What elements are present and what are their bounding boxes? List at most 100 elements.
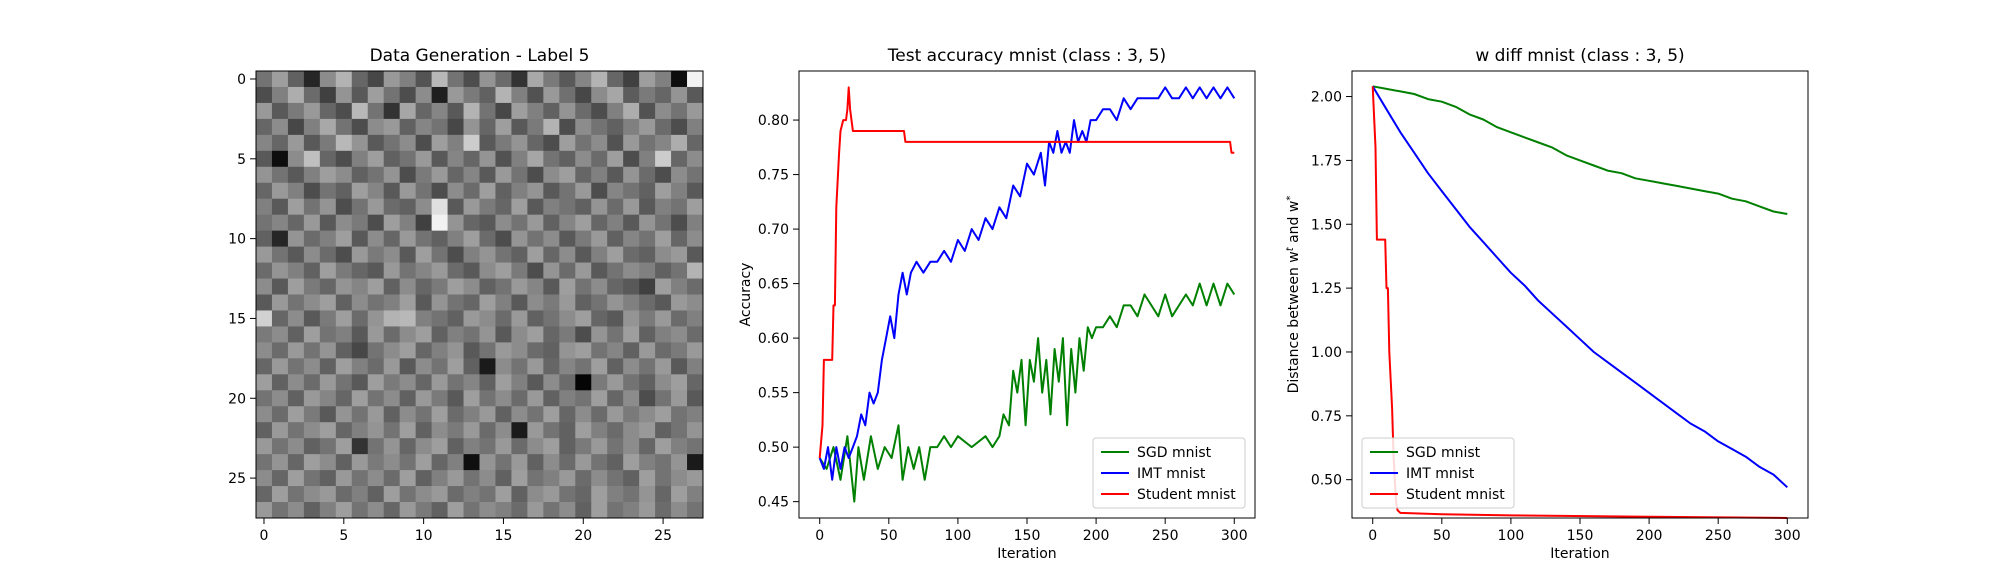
heatmap-cell (463, 502, 480, 519)
heatmap-cell (367, 86, 385, 104)
heatmap-cell (687, 230, 704, 247)
heatmap-cell (495, 71, 512, 88)
y-tick-label: 0.50 (758, 440, 789, 456)
heatmap-cell (687, 438, 704, 455)
heatmap-cell (351, 326, 369, 343)
heatmap-cell (639, 262, 656, 279)
heatmap-cell (575, 422, 592, 439)
heatmap-cell (431, 406, 448, 423)
heatmap-cell (543, 214, 560, 232)
heatmap-cell (607, 390, 624, 407)
heatmap-cell (639, 86, 656, 104)
heatmap-cell (495, 390, 512, 407)
heatmap-cell (479, 198, 496, 216)
y-tick-label: 0 (237, 72, 246, 88)
heatmap-cell (591, 374, 608, 391)
heatmap-cell (671, 470, 688, 487)
legend-box (1361, 437, 1515, 509)
heatmap-cell (543, 230, 560, 247)
heatmap-cell (399, 486, 417, 503)
heatmap-cell (479, 214, 496, 232)
heatmap-cell (559, 230, 576, 247)
heatmap-cell (335, 502, 353, 519)
heatmap-cell (335, 262, 353, 279)
heatmap-cell (303, 294, 321, 311)
heatmap-panel: Data Generation - Label 5 0 5 10 15 20 25 0 5 10… (228, 46, 704, 544)
heatmap-cell (399, 230, 417, 247)
heatmap-cell (303, 454, 321, 471)
heatmap-cell (303, 438, 321, 455)
heatmap-cell (687, 278, 704, 295)
heatmap-cell (431, 118, 448, 136)
heatmap-cell (287, 134, 305, 152)
heatmap-cell (351, 374, 369, 391)
heatmap-cell (256, 166, 273, 184)
heatmap-cell (591, 182, 608, 200)
heatmap-cell (431, 262, 448, 279)
heatmap-cell (256, 358, 273, 375)
heatmap-cell (383, 502, 401, 519)
heatmap-cell (447, 406, 464, 423)
heatmap-cell (559, 102, 576, 120)
heatmap-cell (511, 166, 528, 184)
heatmap-cell (543, 342, 560, 359)
heatmap-cell (415, 214, 432, 232)
heatmap-cell (383, 134, 401, 152)
heatmap-cell (447, 502, 464, 519)
heatmap-cell (655, 134, 672, 152)
heatmap-cell (271, 150, 289, 168)
heatmap-cell (559, 358, 576, 375)
series-line (1372, 85, 1788, 215)
heatmap-cell (575, 71, 592, 88)
heatmap-cell (623, 294, 640, 311)
heatmap-cell (271, 86, 289, 104)
heatmap-cell (639, 118, 656, 136)
heatmap-cell (256, 438, 273, 455)
heatmap-cell (639, 134, 656, 152)
heatmap-cell (655, 71, 672, 88)
heatmap-cell (367, 278, 385, 295)
heatmap-cell (447, 102, 464, 120)
heatmap-cell (303, 150, 321, 168)
heatmap-cell (399, 166, 417, 184)
heatmap-cell (447, 486, 464, 503)
heatmap-cell (639, 294, 656, 311)
heatmap-cell (479, 294, 496, 311)
heatmap-cell (559, 374, 576, 391)
heatmap-cell (559, 71, 576, 88)
heatmap-cell (287, 438, 305, 455)
heatmap-cell (383, 310, 401, 327)
heatmap-cell (447, 438, 464, 455)
heatmap-cell (447, 134, 464, 152)
heatmap-cell (399, 102, 417, 120)
heatmap-cell (383, 246, 401, 263)
heatmap-cell (415, 198, 432, 216)
heatmap-cell (495, 422, 512, 439)
heatmap-cell (623, 342, 640, 359)
heatmap-cell (639, 470, 656, 487)
heatmap-cell (543, 182, 560, 200)
heatmap-cell (655, 278, 672, 295)
heatmap-cell (415, 502, 432, 519)
heatmap-cell (415, 278, 432, 295)
heatmap-cell (463, 182, 480, 200)
heatmap-cell (607, 214, 624, 232)
heatmap-cell (639, 150, 656, 168)
heatmap-cell (287, 214, 305, 232)
heatmap-cell (479, 438, 496, 455)
heatmap-cell (303, 422, 321, 439)
heatmap-cell (447, 326, 464, 343)
heatmap-cell (495, 374, 512, 391)
heatmap-cell (607, 358, 624, 375)
heatmap-cell (543, 198, 560, 216)
x-tick-label: 20 (574, 528, 592, 544)
heatmap-cell (383, 422, 401, 439)
heatmap-cell (399, 118, 417, 136)
heatmap-cell (543, 390, 560, 407)
heatmap-cell (479, 262, 496, 279)
heatmap-cell (415, 390, 432, 407)
heatmap-cell (655, 470, 672, 487)
heatmap-cell (415, 262, 432, 279)
x-tick-label: 150 (1567, 528, 1594, 544)
heatmap-cell (256, 486, 273, 503)
